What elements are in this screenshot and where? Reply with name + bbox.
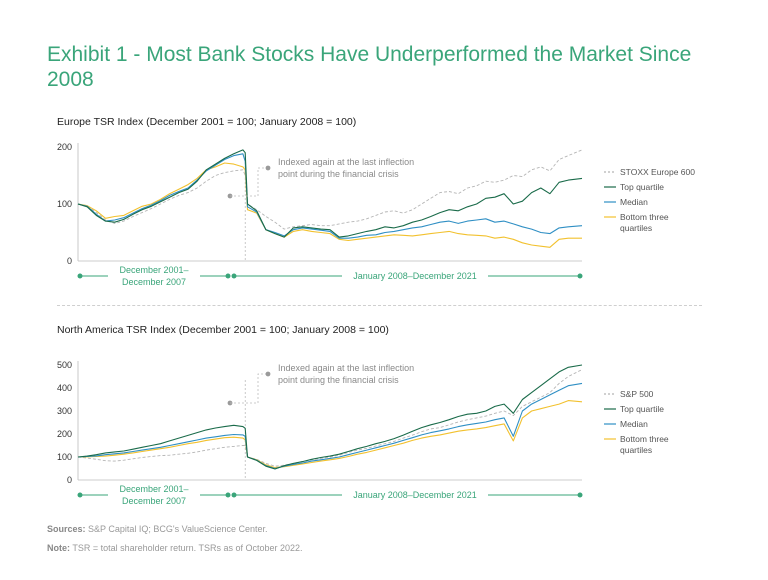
y-tick-label: 0 <box>67 256 72 266</box>
legend-label: STOXX Europe 600 <box>620 167 695 177</box>
legend-label: Bottom three <box>620 212 669 222</box>
europe-chart-title: Europe TSR Index (December 2001 = 100; J… <box>57 116 357 128</box>
annotation-leader <box>230 167 268 197</box>
note-label: Note: <box>47 543 70 553</box>
legend-label: Top quartile <box>620 404 664 414</box>
series-line-bottom-three-quartiles <box>77 162 582 248</box>
timeline-dot <box>231 492 237 498</box>
exhibit-title: Exhibit 1 - Most Bank Stocks Have Underp… <box>47 43 692 91</box>
section-divider <box>57 305 702 306</box>
y-tick-label: 400 <box>57 383 72 393</box>
series-line-median <box>77 153 583 239</box>
series-line-stoxx-europe-600 <box>77 149 583 230</box>
series-line-s-p-500 <box>77 369 583 467</box>
y-tick-label: 200 <box>57 429 72 439</box>
y-tick-label: 300 <box>57 406 72 416</box>
y-tick-label: 100 <box>57 452 72 462</box>
annotation-text-line-2: point during the financial crisis <box>278 375 399 385</box>
period-label-second: January 2008–December 2021 <box>353 490 477 500</box>
series-line-top-quartile <box>77 149 583 238</box>
annotation-dot-end <box>265 371 271 377</box>
y-tick-label: 200 <box>57 142 72 152</box>
period-label-first-line-2: December 2007 <box>122 277 186 287</box>
period-label-first-line-1: December 2001– <box>119 484 188 494</box>
y-tick-label: 0 <box>67 475 72 485</box>
timeline-dot <box>577 492 583 498</box>
series-line-median <box>77 382 583 470</box>
north-america-chart: 0 100 200 300 400 500 Indexed again at the las… <box>57 360 669 506</box>
north-america-chart-title: North America TSR Index (December 2001 =… <box>57 324 389 336</box>
annotation-text-line-1: Indexed again at the last inflection <box>278 157 414 167</box>
legend-label: Median <box>620 197 648 207</box>
note-text: TSR = total shareholder return. TSRs as … <box>72 543 303 553</box>
legend-label: S&P 500 <box>620 389 654 399</box>
europe-chart: 0 100 200 Indexed again at the last inflect… <box>57 142 695 287</box>
legend-label: Bottom three <box>620 434 669 444</box>
series-line-top-quartile <box>77 364 583 470</box>
annotation-text-line-1: Indexed again at the last inflection <box>278 363 414 373</box>
legend-label: Median <box>620 419 648 429</box>
timeline-dot <box>225 492 231 498</box>
legend-label: Top quartile <box>620 182 664 192</box>
period-label-first-line-2: December 2007 <box>122 496 186 506</box>
series-line-bottom-three-quartiles <box>77 400 583 469</box>
timeline-dot <box>231 273 237 279</box>
sources-label: Sources: <box>47 524 86 534</box>
annotation-text-line-2: point during the financial crisis <box>278 169 399 179</box>
period-label-first-line-1: December 2001– <box>119 265 188 275</box>
y-tick-label: 100 <box>57 199 72 209</box>
footnote: Note: TSR = total shareholder return. TS… <box>47 543 303 553</box>
sources-note: Sources: S&P Capital IQ; BCG's ValueScie… <box>47 524 268 534</box>
period-label-second: January 2008–December 2021 <box>353 271 477 281</box>
timeline-dot <box>577 273 583 279</box>
annotation-leader <box>230 373 268 404</box>
y-tick-label: 500 <box>57 360 72 370</box>
legend-label-cont: quartiles <box>620 445 652 455</box>
timeline-dot <box>77 273 83 279</box>
sources-text: S&P Capital IQ; BCG's ValueScience Cente… <box>88 524 268 534</box>
legend-label-cont: quartiles <box>620 223 652 233</box>
timeline-dot <box>225 273 231 279</box>
timeline-dot <box>77 492 83 498</box>
annotation-dot-end <box>265 165 271 171</box>
